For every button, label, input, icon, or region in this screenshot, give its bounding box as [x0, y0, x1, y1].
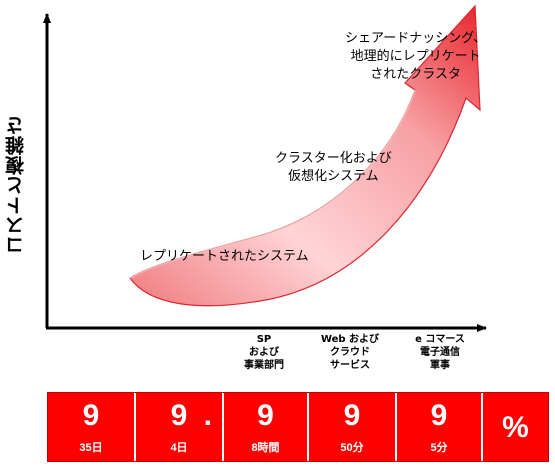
stage-replicated: レプリケートされたシステム	[140, 248, 309, 266]
stage-text: レプリケートされたシステム	[140, 249, 309, 264]
downtime-label: 35日	[79, 442, 103, 454]
category-text: SP	[256, 334, 272, 345]
nine-digit: 9	[343, 399, 361, 432]
nines-cell-5: 9 5分	[397, 393, 483, 461]
stage-text: シェアードナッシング、	[345, 31, 487, 46]
stage-text: 仮想化システム	[288, 169, 379, 184]
category-text: Web および	[320, 334, 380, 345]
nine-digit: 9	[170, 399, 188, 432]
percent-sign: %	[502, 411, 529, 444]
category-text: 電子通信	[420, 347, 460, 358]
arrow-highlight	[129, 89, 416, 279]
nines-cell-3: 9 8時間	[224, 393, 309, 461]
percent-cell: %	[483, 393, 548, 461]
nine-digit: 9	[430, 399, 448, 432]
downtime-label: 5分	[430, 442, 448, 454]
availability-bar: 9 35日 9 . 4日 9 8時間 9 50分 9 5分 %	[47, 392, 549, 462]
nines-cell-2: 9 . 4日	[136, 393, 224, 461]
downtime-label: 50分	[340, 442, 364, 454]
downtime-label: 8時間	[251, 442, 280, 454]
category-text: e コマース	[415, 334, 465, 345]
category-text: 事業部門	[244, 360, 284, 371]
category-text: クラウド	[330, 347, 370, 358]
stage-text: 地理的にレプリケート	[350, 49, 481, 64]
stage-text: されたクラスタ	[370, 67, 462, 82]
nines-cell-4: 9 50分	[309, 393, 397, 461]
category-text: サービス	[330, 360, 370, 371]
category-text: および	[249, 347, 279, 358]
category-web-cloud: Web および クラウド サービス	[312, 333, 388, 372]
stage-clustered: クラスター化および 仮想化システム	[275, 150, 392, 186]
nine-digit: 9	[257, 399, 274, 432]
stage-shared-nothing: シェアードナッシング、 地理的にレプリケート されたクラスタ	[345, 30, 486, 84]
nines-cell-1: 9 35日	[48, 393, 136, 461]
category-sp: SP および 事業部門	[236, 333, 292, 372]
stage-text: クラスター化および	[275, 151, 392, 166]
category-text: 軍事	[430, 360, 450, 371]
category-ecommerce: e コマース 電子通信 軍事	[403, 333, 477, 372]
nine-digit: 9	[82, 399, 100, 432]
decimal-point: .	[203, 399, 212, 432]
downtime-label: 4日	[170, 442, 188, 454]
y-axis-label: コストと複雑さ	[5, 115, 27, 255]
